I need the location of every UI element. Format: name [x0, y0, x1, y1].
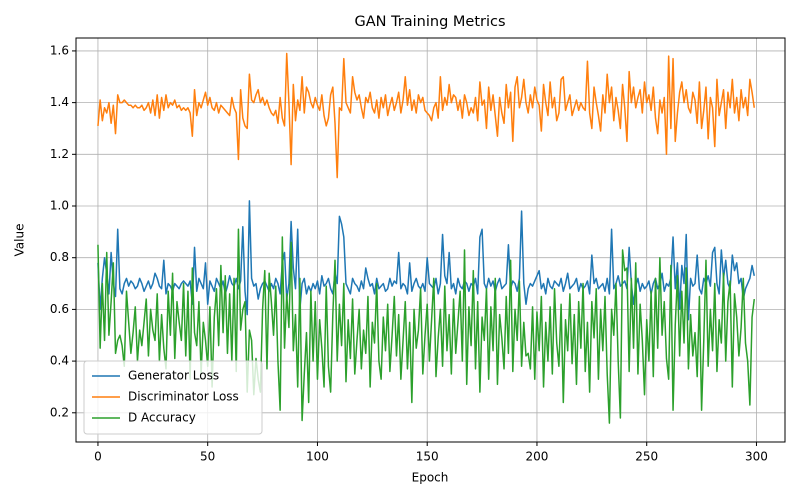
- x-tick-label: 50: [200, 450, 215, 464]
- x-tick-label: 150: [416, 450, 439, 464]
- chart-title: GAN Training Metrics: [354, 14, 505, 30]
- y-tick-label: 0.4: [50, 354, 69, 368]
- y-axis-label: Value: [13, 224, 27, 257]
- y-tick-label: 0.6: [50, 302, 69, 316]
- y-tick-label: 1.4: [50, 95, 69, 109]
- y-tick-label: 1.2: [50, 147, 69, 161]
- x-tick-label: 0: [94, 450, 102, 464]
- y-tick-label: 1.0: [50, 199, 69, 213]
- legend-label: D Accuracy: [128, 411, 196, 425]
- legend-box: [83, 360, 263, 435]
- y-tick-label: 1.6: [50, 43, 69, 57]
- legend-label: Discriminator Loss: [128, 390, 239, 404]
- x-tick-label: 250: [635, 450, 658, 464]
- x-tick-label: 200: [526, 450, 549, 464]
- legend-label: Generator Loss: [128, 369, 219, 383]
- ticks: 0 50 100 150 200 250 300 0.2 0.4 0.6 0.8 1.0 1.2 1.4 1…: [50, 43, 768, 463]
- x-axis-label: Epoch: [412, 471, 449, 485]
- y-tick-label: 0.8: [50, 250, 69, 264]
- series-line: [97, 52, 756, 179]
- legend: Generator Loss Discriminator Loss D Accura…: [83, 360, 263, 435]
- y-tick-label: 0.2: [50, 405, 69, 419]
- x-tick-label: 100: [306, 450, 329, 464]
- plot-frame: [75, 37, 786, 443]
- series-line: [97, 200, 756, 321]
- x-tick-label: 300: [745, 450, 768, 464]
